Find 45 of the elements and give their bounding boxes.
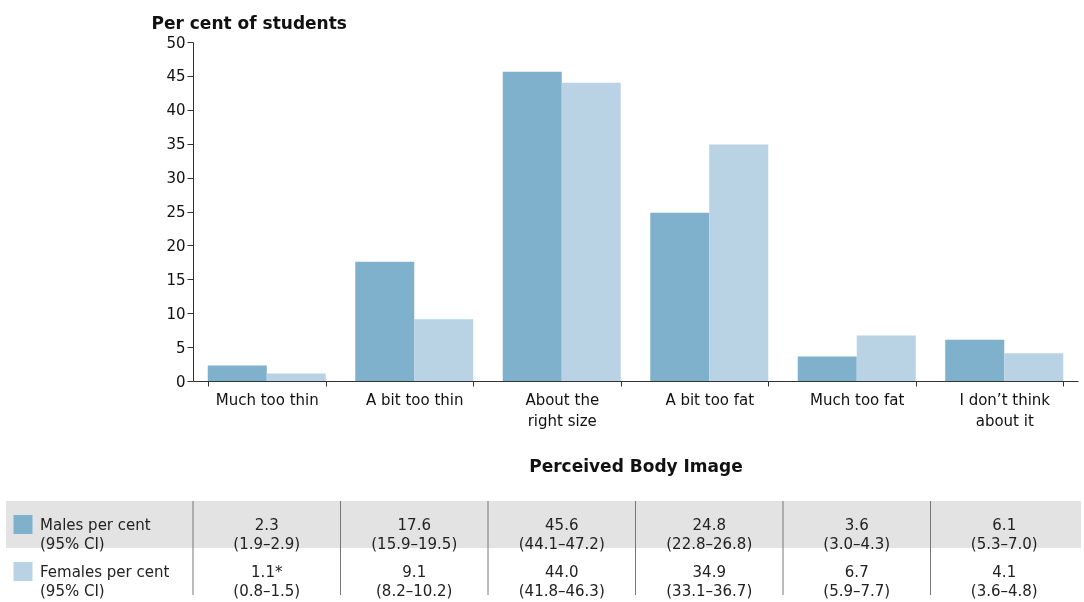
data-label: 6.1 (5.3–7.0): [970, 515, 1038, 553]
x-tick-label: A bit too fat: [665, 390, 755, 409]
data-label: 24.8 (22.8–26.8): [666, 515, 753, 553]
data-label: 1.1* (0.8–1.5): [233, 562, 301, 600]
y-tick-label: 5: [175, 338, 186, 357]
bar: [414, 319, 474, 381]
y-tick-label: 30: [166, 169, 186, 188]
x-tick-label: Much too fat: [810, 390, 905, 409]
x-tick-label: About the right size: [525, 390, 600, 430]
bar: [945, 339, 1005, 381]
y-tick-label: 0: [175, 372, 186, 391]
bar: [650, 212, 710, 381]
y-tick-label: 45: [166, 67, 186, 86]
data-label: 34.9 (33.1–36.7): [666, 562, 753, 600]
bar: [561, 82, 621, 381]
x-tick-label: Much too thin: [215, 390, 319, 409]
legend-label: Males per cent (95% CI): [40, 515, 151, 553]
x-tick-label: I don’t think about it: [959, 390, 1051, 430]
data-label: 6.7 (5.9–7.7): [823, 562, 891, 600]
y-tick-label: 10: [166, 304, 186, 323]
bar: [856, 335, 916, 381]
data-label: 2.3 (1.9–2.9): [233, 515, 301, 553]
data-label: 17.6 (15.9–19.5): [371, 515, 458, 553]
bar: [207, 365, 267, 381]
bar: [1004, 353, 1064, 381]
data-label: 3.6 (3.0–4.3): [823, 515, 891, 553]
y-tick-label: 40: [166, 101, 186, 120]
y-tick-label: 25: [166, 203, 186, 221]
y-axis-title: Per cent of students: [151, 12, 347, 33]
y-tick-label: 15: [166, 270, 186, 289]
x-tick-label: A bit too thin: [366, 390, 464, 409]
bar: [266, 373, 326, 381]
legend-label: Females per cent (95% CI): [40, 562, 170, 600]
bar: [502, 71, 562, 381]
data-label: 44.0 (41.8–46.3): [518, 562, 605, 600]
data-label: 45.6 (44.1–47.2): [518, 515, 605, 553]
y-tick-label: 50: [166, 33, 186, 52]
y-tick-label: 35: [166, 135, 186, 154]
x-axis-title: Perceived Body Image: [529, 455, 743, 476]
bar: [355, 261, 415, 381]
data-label: 9.1 (8.2–10.2): [376, 562, 453, 600]
bar: [797, 356, 857, 381]
data-label: 4.1 (3.6–4.8): [970, 562, 1038, 600]
y-tick-label: 20: [166, 236, 186, 255]
bar: [709, 144, 769, 381]
